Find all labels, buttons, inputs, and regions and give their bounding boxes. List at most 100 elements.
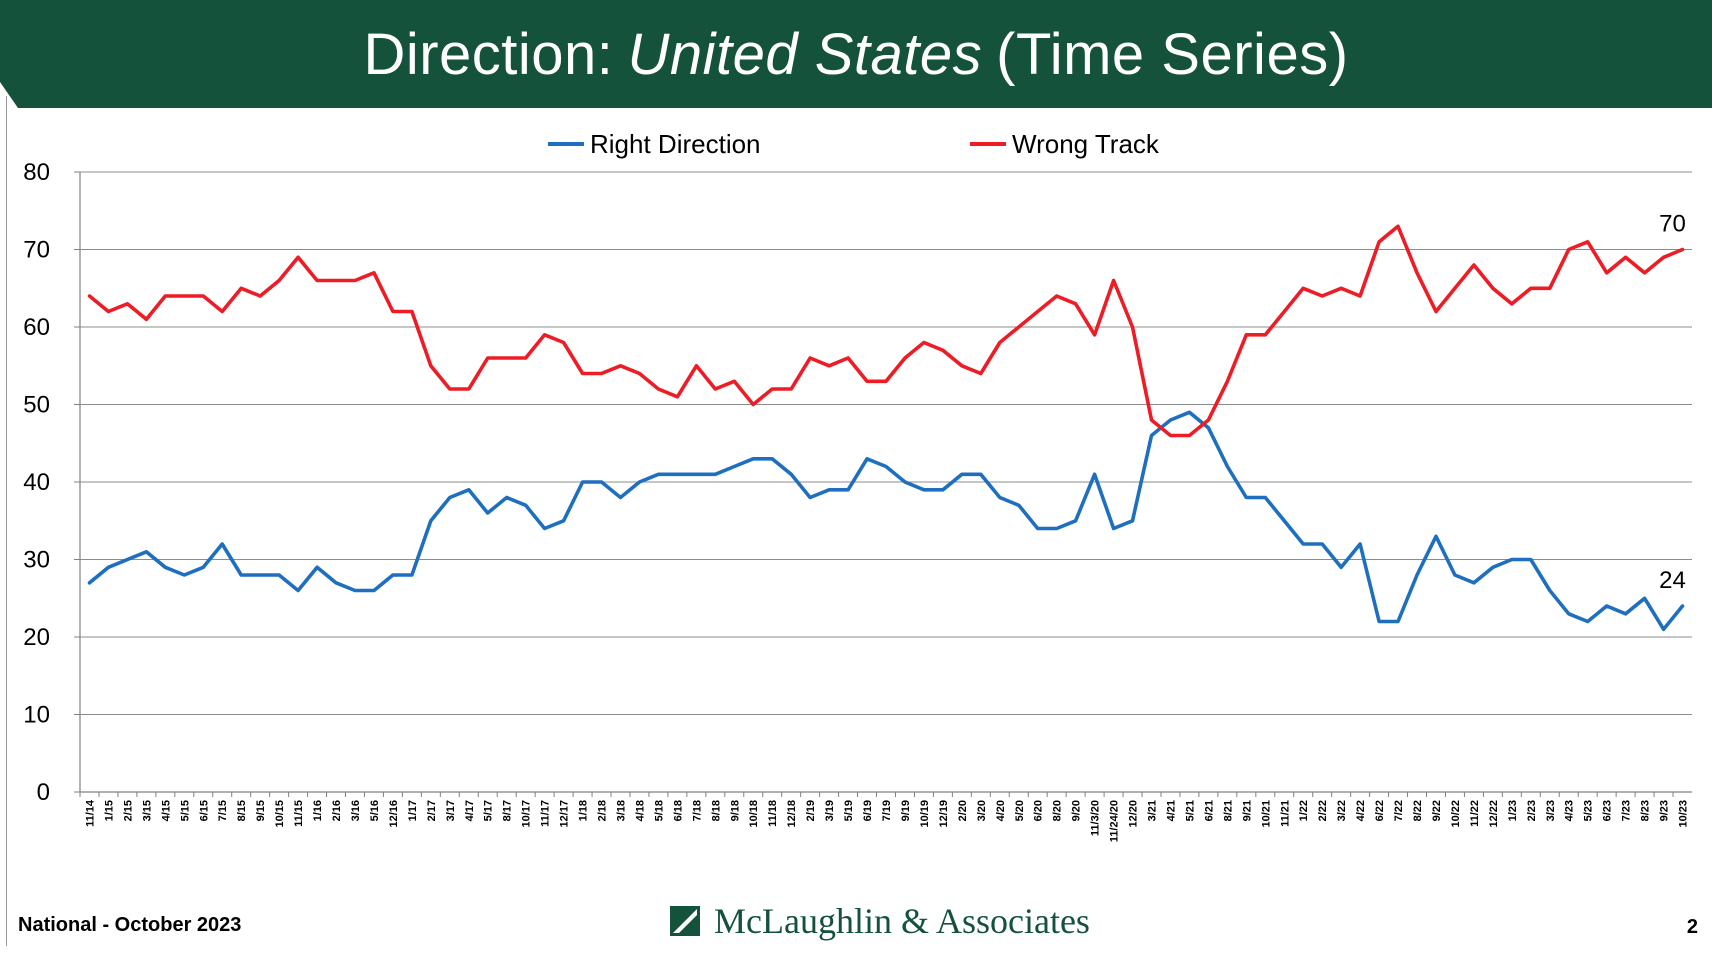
series-lines bbox=[87, 224, 1685, 632]
page-number: 2 bbox=[1686, 916, 1698, 938]
x-tick-label: 1/23 bbox=[1507, 800, 1519, 821]
x-tick-label: 8/17 bbox=[502, 800, 514, 821]
x-tick-label: 9/19 bbox=[900, 800, 912, 821]
x-tick-label: 9/22 bbox=[1431, 800, 1443, 821]
wrong-track-end-label: 70 bbox=[1659, 211, 1686, 238]
x-tick-label: 10/21 bbox=[1260, 800, 1272, 828]
logo-mark-icon bbox=[670, 906, 700, 936]
wrong-track-legend-label: Wrong Track bbox=[1012, 129, 1160, 159]
x-tick-label: 6/19 bbox=[862, 800, 874, 821]
x-tick-label: 12/22 bbox=[1488, 800, 1500, 828]
x-tick-label: 7/19 bbox=[881, 800, 893, 821]
legend: Right Direction Wrong Track bbox=[548, 129, 1160, 159]
x-tick-label: 7/15 bbox=[217, 800, 229, 821]
x-tick-label: 3/19 bbox=[824, 800, 836, 821]
x-tick-label: 9/23 bbox=[1659, 800, 1671, 821]
x-tick-label: 5/19 bbox=[843, 800, 855, 821]
x-tick-label: 5/23 bbox=[1583, 800, 1595, 821]
x-tick-label: 8/21 bbox=[1222, 800, 1234, 821]
y-tick-label: 80 bbox=[23, 159, 50, 186]
x-tick-label: 12/20 bbox=[1128, 800, 1140, 828]
x-tick-label: 2/15 bbox=[122, 800, 134, 821]
x-tick-label: 2/19 bbox=[805, 800, 817, 821]
x-tick-label: 7/18 bbox=[691, 800, 703, 821]
x-tick-label: 9/18 bbox=[729, 800, 741, 821]
title-suffix: (Time Series) bbox=[996, 21, 1349, 87]
logo-text: McLaughlin & Associates bbox=[714, 901, 1090, 941]
x-tick-label: 11/21 bbox=[1279, 800, 1291, 827]
x-tick-label: 2/17 bbox=[426, 800, 438, 821]
x-tick-label: 5/15 bbox=[179, 800, 191, 821]
x-tick-label: 4/23 bbox=[1564, 800, 1576, 821]
x-tick-label: 11/18 bbox=[767, 800, 779, 827]
x-tick-label: 5/16 bbox=[369, 800, 381, 821]
x-axis-ticks: 11/14 1/15 2/15 3/15 4/15 5/15 6/15 7/15 8/15 9/1… bbox=[84, 799, 1689, 842]
x-tick-label: 6/18 bbox=[672, 800, 684, 821]
x-tick-label: 11/24/20 bbox=[1109, 800, 1121, 842]
y-tick-label: 70 bbox=[23, 237, 50, 264]
y-axis-ticks: 0 10 20 30 40 50 60 70 80 bbox=[23, 159, 50, 806]
x-tick-label: 10/15 bbox=[274, 800, 286, 828]
x-tick-label: 4/15 bbox=[160, 800, 172, 821]
x-tick-label: 8/23 bbox=[1640, 800, 1652, 821]
x-tick-label: 5/20 bbox=[1014, 800, 1026, 821]
x-tick-label: 2/23 bbox=[1526, 800, 1538, 821]
x-tick-label: 5/18 bbox=[653, 800, 665, 821]
x-tick-label: 4/18 bbox=[634, 800, 646, 821]
slide-edge-line bbox=[6, 96, 7, 946]
y-tick-label: 30 bbox=[23, 547, 50, 574]
x-tick-label: 6/20 bbox=[1033, 800, 1045, 821]
x-tick-label: 6/21 bbox=[1203, 800, 1215, 821]
x-tick-label: 2/18 bbox=[597, 800, 609, 821]
x-tick-label: 3/18 bbox=[615, 800, 627, 821]
x-tick-label: 2/20 bbox=[957, 800, 969, 821]
y-tick-label: 10 bbox=[23, 702, 50, 729]
right-direction-line bbox=[87, 410, 1685, 632]
x-tick-label: 3/20 bbox=[976, 800, 988, 821]
x-tick-label: 1/18 bbox=[578, 800, 590, 821]
y-tick-label: 60 bbox=[23, 314, 50, 341]
y-tick-label: 20 bbox=[23, 624, 50, 651]
company-logo: McLaughlin & Associates bbox=[670, 900, 1090, 942]
x-tick-label: 2/16 bbox=[331, 800, 343, 821]
x-tick-label: 11/17 bbox=[540, 800, 552, 827]
x-tick-label: 6/22 bbox=[1374, 800, 1386, 821]
x-tick-label: 3/23 bbox=[1545, 800, 1557, 821]
x-tick-label: 8/15 bbox=[236, 800, 248, 821]
x-tick-label: 10/22 bbox=[1450, 800, 1462, 828]
x-tick-label: 4/17 bbox=[464, 800, 476, 821]
x-tick-label: 11/15 bbox=[293, 800, 305, 827]
x-tick-label: 3/21 bbox=[1147, 800, 1159, 821]
x-tick-label: 12/17 bbox=[559, 800, 571, 828]
x-tick-label: 4/20 bbox=[995, 800, 1007, 821]
title-prefix: Direction: bbox=[363, 21, 614, 87]
y-tick-label: 50 bbox=[23, 392, 50, 419]
title-italic: United States bbox=[627, 21, 983, 87]
end-labels: 24 70 bbox=[1659, 211, 1686, 595]
x-tick-label: 1/22 bbox=[1298, 800, 1310, 821]
x-tick-label: 11/22 bbox=[1469, 800, 1481, 827]
title-banner: Direction: United States (Time Series) bbox=[0, 0, 1712, 108]
x-tick-label: 7/23 bbox=[1621, 800, 1633, 821]
line-chart: Right Direction Wrong Track 0 10 20 30 40 50 60… bbox=[23, 129, 1692, 842]
x-tick-label: 10/18 bbox=[748, 800, 760, 828]
x-tick-label: 5/17 bbox=[483, 800, 495, 821]
x-tick-label: 7/22 bbox=[1393, 800, 1405, 821]
right-direction-legend-label: Right Direction bbox=[590, 129, 761, 159]
x-tick-label: 1/16 bbox=[312, 800, 324, 821]
x-tick-label: 3/15 bbox=[141, 800, 153, 821]
x-tick-label: 4/22 bbox=[1355, 800, 1367, 821]
x-tick-label: 8/18 bbox=[710, 800, 722, 821]
x-tick-label: 9/20 bbox=[1071, 800, 1083, 821]
x-tick-label: 2/22 bbox=[1317, 800, 1329, 821]
x-tick-label: 1/17 bbox=[407, 800, 419, 821]
footer-survey-label: National - October 2023 bbox=[18, 914, 242, 936]
y-tick-label: 0 bbox=[37, 779, 50, 806]
x-tick-label: 8/22 bbox=[1412, 800, 1424, 821]
x-tick-label: 4/21 bbox=[1165, 800, 1177, 821]
x-tick-label: 11/14 bbox=[84, 799, 96, 827]
x-tick-label: 1/15 bbox=[103, 800, 115, 821]
x-tick-label: 10/23 bbox=[1678, 800, 1690, 828]
x-tick-label: 3/16 bbox=[350, 800, 362, 821]
right-direction-end-label: 24 bbox=[1659, 567, 1686, 594]
